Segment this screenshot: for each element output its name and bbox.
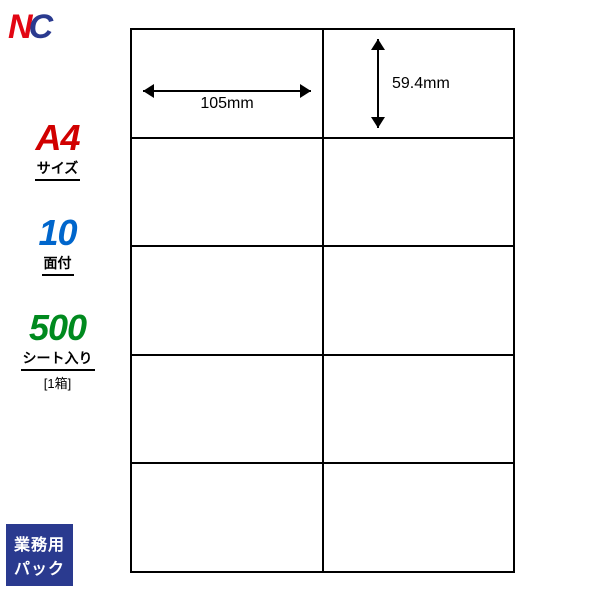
spec-sheets-label: シート入り (21, 348, 95, 371)
spec-faces: 10 面付 (10, 215, 105, 276)
spec-sheets-value: 500 (10, 310, 105, 346)
arrow-down-icon (371, 117, 385, 128)
arrow-up-icon (371, 39, 385, 50)
spec-faces-value: 10 (10, 215, 105, 251)
spec-sheets-note: [1箱] (10, 373, 105, 392)
brand-logo: NC (8, 8, 49, 47)
dimension-height-label: 59.4mm (392, 75, 450, 93)
dimension-width: 105mm (143, 79, 311, 103)
dim-line (377, 39, 379, 128)
dimension-width-label: 105mm (143, 95, 311, 113)
label-cell (131, 463, 323, 572)
spec-sidebar: A4 サイズ 10 面付 500 シート入り [1箱] (10, 120, 105, 426)
spec-faces-label: 面付 (42, 253, 74, 276)
dimension-height: 59.4mm (366, 39, 390, 128)
dim-line (143, 90, 311, 92)
label-cell (131, 246, 323, 355)
spec-sheets: 500 シート入り [1箱] (10, 310, 105, 392)
label-cell (323, 355, 515, 464)
spec-size-label: サイズ (35, 158, 81, 181)
logo-letter-c: C (29, 8, 50, 46)
pack-badge: 業務用パック (6, 524, 73, 586)
label-cell (131, 138, 323, 247)
label-sheet-diagram: 105mm 59.4mm (130, 28, 515, 573)
label-cell (323, 138, 515, 247)
pack-badge-text: 業務用パック (14, 537, 65, 578)
label-cell (323, 463, 515, 572)
label-cell (131, 355, 323, 464)
label-cell (323, 246, 515, 355)
spec-size-value: A4 (10, 120, 105, 156)
spec-size: A4 サイズ (10, 120, 105, 181)
logo-letter-n: N (8, 8, 29, 46)
